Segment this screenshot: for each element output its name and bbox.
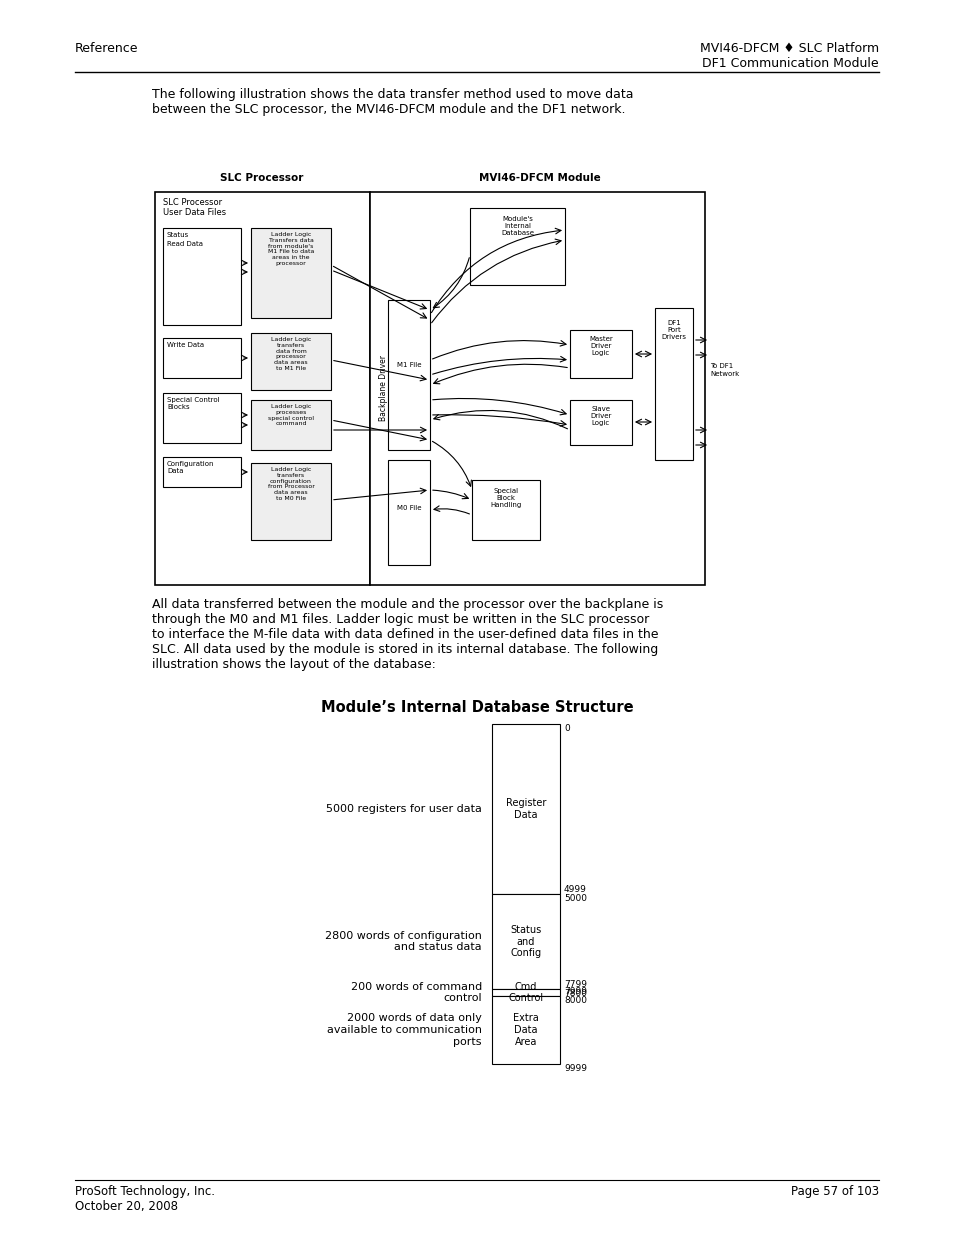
Bar xyxy=(655,308,692,459)
Text: MVI46-DFCM ♦ SLC Platform
DF1 Communication Module: MVI46-DFCM ♦ SLC Platform DF1 Communicat… xyxy=(700,42,878,70)
Text: Ladder Logic
processes
special control
command: Ladder Logic processes special control c… xyxy=(268,404,314,426)
Bar xyxy=(492,724,559,894)
Text: Page 57 of 103: Page 57 of 103 xyxy=(790,1186,878,1198)
Text: 7799: 7799 xyxy=(563,981,586,989)
Text: DF1
Port
Drivers: DF1 Port Drivers xyxy=(660,320,686,340)
Text: 200 words of command
control: 200 words of command control xyxy=(351,982,481,1003)
Bar xyxy=(163,457,241,487)
Bar xyxy=(492,894,559,989)
Text: Configuration
Data: Configuration Data xyxy=(167,461,214,474)
Text: Cmd
Control: Cmd Control xyxy=(508,982,543,1003)
Bar xyxy=(370,191,704,585)
Text: Extra
Data
Area: Extra Data Area xyxy=(513,1014,538,1046)
Text: Status: Status xyxy=(167,232,189,238)
Bar xyxy=(388,300,430,450)
Bar xyxy=(492,995,559,1065)
Bar xyxy=(251,333,331,390)
Text: 8000: 8000 xyxy=(563,995,586,1005)
Text: Ladder Logic
Transfers data
from module's
M1 File to data
areas in the
processor: Ladder Logic Transfers data from module'… xyxy=(268,232,314,266)
Text: 5000: 5000 xyxy=(563,894,586,903)
Text: Backplane Driver: Backplane Driver xyxy=(379,354,388,421)
Text: M0 File: M0 File xyxy=(396,505,421,510)
Text: Read Data: Read Data xyxy=(167,241,203,247)
Text: 7800: 7800 xyxy=(563,989,586,998)
Text: 4999: 4999 xyxy=(563,885,586,894)
Text: Special Control
Blocks: Special Control Blocks xyxy=(167,396,219,410)
Text: M1 File: M1 File xyxy=(396,362,421,368)
Text: Module’s Internal Database Structure: Module’s Internal Database Structure xyxy=(320,700,633,715)
Bar xyxy=(163,338,241,378)
Text: The following illustration shows the data transfer method used to move data
betw: The following illustration shows the dat… xyxy=(152,88,633,116)
Text: Write Data: Write Data xyxy=(167,342,204,348)
Text: Ladder Logic
transfers
configuration
from Processor
data areas
to M0 File: Ladder Logic transfers configuration fro… xyxy=(267,467,314,501)
Bar xyxy=(492,989,559,995)
Bar xyxy=(388,459,430,564)
Text: Reference: Reference xyxy=(75,42,138,56)
Text: Status
and
Config: Status and Config xyxy=(510,925,541,958)
Bar xyxy=(251,400,331,450)
Bar xyxy=(163,228,241,325)
Text: 2000 words of data only
available to communication
ports: 2000 words of data only available to com… xyxy=(327,1014,481,1046)
Text: Master
Driver
Logic: Master Driver Logic xyxy=(589,336,612,356)
Bar xyxy=(251,463,331,540)
Text: All data transferred between the module and the processor over the backplane is
: All data transferred between the module … xyxy=(152,598,662,671)
Text: To DF1
Network: To DF1 Network xyxy=(709,363,739,377)
Bar xyxy=(569,400,631,445)
Bar xyxy=(472,480,539,540)
Text: Register
Data: Register Data xyxy=(505,798,546,820)
Bar xyxy=(569,330,631,378)
Text: 0: 0 xyxy=(563,724,569,734)
Text: 2800 words of configuration
and status data: 2800 words of configuration and status d… xyxy=(325,931,481,952)
Text: Special
Block
Handling: Special Block Handling xyxy=(490,488,521,508)
Text: 9999: 9999 xyxy=(563,1065,586,1073)
Text: Slave
Driver
Logic: Slave Driver Logic xyxy=(590,406,611,426)
Text: 5000 registers for user data: 5000 registers for user data xyxy=(326,804,481,814)
Bar xyxy=(163,393,241,443)
Text: Ladder Logic
transfers
data from
processor
data areas
to M1 File: Ladder Logic transfers data from process… xyxy=(271,337,311,370)
Text: Module's
Internal
Database: Module's Internal Database xyxy=(500,216,534,236)
Text: SLC Processor
User Data Files: SLC Processor User Data Files xyxy=(163,198,226,217)
Text: 7999: 7999 xyxy=(563,987,586,995)
Text: MVI46-DFCM Module: MVI46-DFCM Module xyxy=(478,173,600,183)
Bar xyxy=(154,191,370,585)
Text: ProSoft Technology, Inc.
October 20, 2008: ProSoft Technology, Inc. October 20, 200… xyxy=(75,1186,214,1213)
Bar xyxy=(470,207,564,285)
Text: SLC Processor: SLC Processor xyxy=(220,173,303,183)
Bar xyxy=(251,228,331,317)
